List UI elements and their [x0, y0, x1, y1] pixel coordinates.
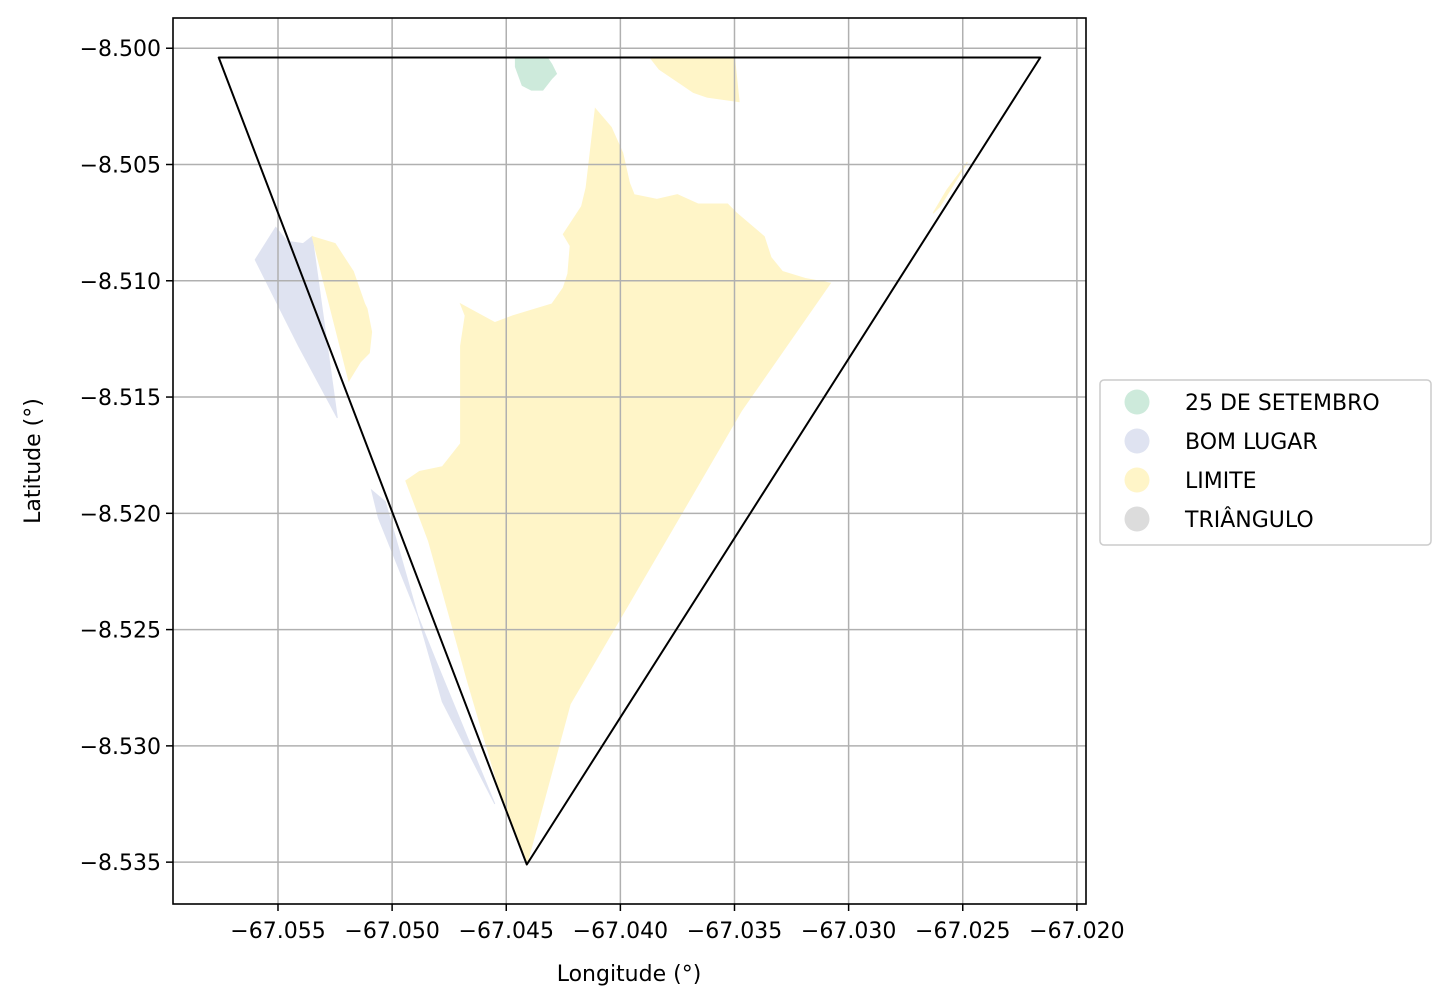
- plot-frame: [172, 17, 1087, 905]
- study-area-boundary: [217, 56, 1042, 866]
- grid-lines: [173, 18, 1086, 904]
- legend-frame: [1099, 379, 1432, 546]
- region-25-de-setembro-1: [514, 57, 558, 91]
- x-tick-label: −67.055: [230, 919, 325, 944]
- region-bom-lugar-2: [370, 488, 496, 805]
- y-tick-label: −8.510: [80, 270, 161, 295]
- y-tick-label: −8.535: [80, 851, 161, 876]
- y-tick-label: −8.530: [80, 735, 161, 760]
- x-tick-label: −67.030: [801, 919, 896, 944]
- region-limite-3: [405, 107, 832, 867]
- legend: 25 DE SETEMBRO BOM LUGAR LIMITE TRIÂNGULO: [1099, 379, 1432, 546]
- y-tick-label: −8.505: [80, 154, 161, 179]
- x-tick-label: −67.045: [459, 919, 554, 944]
- y-tick-label: −8.520: [80, 502, 161, 527]
- x-axis-ticks: −67.055 −67.050 −67.045 −67.040 −67.035 −67.0…: [230, 904, 1125, 944]
- y-axis-ticks: −8.500 −8.505 −8.510 −8.515 −8.520 −8.525 −8.5…: [80, 37, 173, 876]
- region-limite-1: [311, 235, 373, 383]
- legend-swatch-3: [1124, 467, 1150, 493]
- x-tick-label: −67.020: [1029, 919, 1124, 944]
- x-tick-label: −67.050: [344, 919, 439, 944]
- boundary-layer: [217, 56, 1042, 866]
- y-tick-label: −8.500: [80, 37, 161, 62]
- legend-label-1: 25 DE SETEMBRO: [1185, 391, 1380, 416]
- legend-swatch-4: [1124, 506, 1150, 532]
- x-tick-label: −67.040: [573, 919, 668, 944]
- x-tick-label: −67.025: [915, 919, 1010, 944]
- y-tick-label: −8.515: [80, 386, 161, 411]
- y-tick-label: −8.525: [80, 619, 161, 644]
- legend-label-3: LIMITE: [1185, 469, 1257, 494]
- y-axis-title: Latitude (°): [21, 398, 46, 524]
- legend-swatch-1: [1124, 389, 1150, 415]
- legend-label-4: TRIÂNGULO: [1184, 507, 1314, 533]
- x-tick-label: −67.035: [687, 919, 782, 944]
- region-limite-4: [932, 161, 968, 214]
- region-limite-2: [648, 57, 740, 103]
- legend-swatch-2: [1124, 428, 1150, 454]
- regions-layer: [254, 57, 968, 867]
- x-axis-title: Longitude (°): [557, 962, 702, 987]
- legend-label-2: BOM LUGAR: [1185, 430, 1318, 455]
